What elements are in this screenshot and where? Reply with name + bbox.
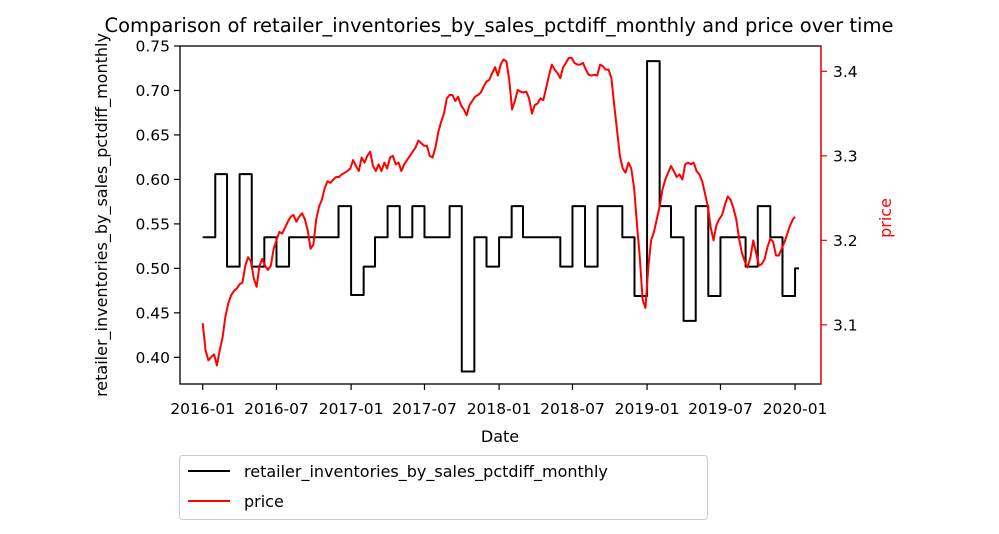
x-tick-label: 2019-01	[615, 400, 680, 418]
x-tick-label: 2018-01	[467, 400, 532, 418]
series-line-inventories	[202, 60, 800, 373]
legend-box	[179, 455, 708, 520]
left-tick-label: 0.70	[135, 82, 170, 100]
series-line-price	[201, 56, 796, 367]
right-axis-label: price	[876, 198, 895, 238]
left-tick-label: 0.60	[135, 171, 170, 189]
left-axis-label: retailer_inventories_by_sales_pctdiff_mo…	[92, 33, 112, 397]
left-tick-label: 0.55	[135, 215, 170, 233]
chart-title: Comparison of retailer_inventories_by_sa…	[105, 14, 894, 37]
x-tick-label: 2018-07	[540, 400, 605, 418]
series-layer	[201, 56, 800, 373]
left-tick-label: 0.45	[135, 304, 170, 322]
legend: retailer_inventories_by_sales_pctdiff_mo…	[179, 455, 708, 520]
right-tick-label: 3.2	[833, 232, 858, 250]
left-tick-label: 0.40	[135, 349, 170, 367]
x-tick-label: 2017-01	[319, 400, 384, 418]
right-tick-label: 3.3	[833, 147, 858, 165]
x-tick-label: 2016-01	[170, 400, 235, 418]
x-tick-label: 2019-07	[688, 400, 753, 418]
right-tick-label: 3.1	[833, 316, 858, 334]
left-axis-ticks: 0.40 0.45 0.50 0.55 0.60 0.65 0.70 0.75	[135, 38, 180, 367]
x-tick-label: 2016-07	[244, 400, 309, 418]
x-axis-label: Date	[481, 427, 519, 446]
legend-label-price: price	[244, 492, 284, 511]
left-tick-label: 0.75	[135, 38, 170, 56]
plot-frame	[179, 45, 822, 385]
x-tick-label: 2017-07	[392, 400, 457, 418]
x-axis-ticks: 2016-01 2016-07 2017-01 2017-07 2018-01 2018-…	[170, 384, 827, 418]
legend-label-inventories: retailer_inventories_by_sales_pctdiff_mo…	[244, 462, 608, 482]
x-tick-label: 2020-01	[763, 400, 828, 418]
right-tick-label: 3.4	[833, 63, 858, 81]
left-tick-label: 0.50	[135, 260, 170, 278]
right-axis-ticks: 3.1 3.2 3.3 3.4	[821, 63, 858, 334]
left-tick-label: 0.65	[135, 126, 170, 144]
